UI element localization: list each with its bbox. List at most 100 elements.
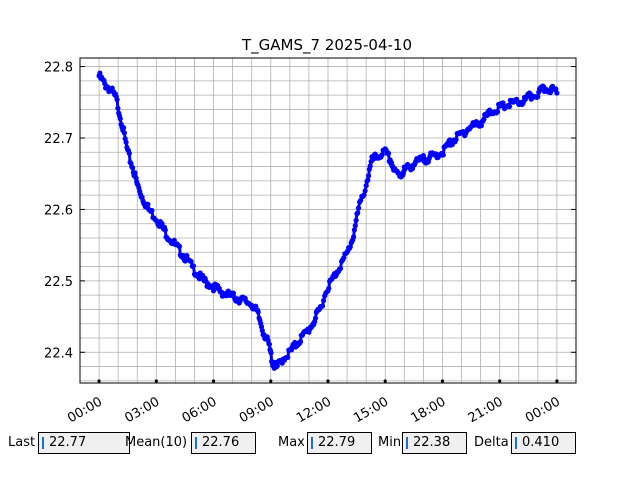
data-point bbox=[114, 96, 120, 103]
x-tick-label: 21:00 bbox=[466, 394, 506, 426]
data-point bbox=[358, 197, 364, 203]
data-point bbox=[130, 165, 136, 171]
text-cursor-icon bbox=[42, 437, 44, 449]
max-value: 22.79 bbox=[318, 435, 356, 450]
data-point bbox=[97, 70, 103, 76]
data-point bbox=[337, 265, 344, 272]
data-point bbox=[547, 90, 554, 96]
x-tick-label: 09:00 bbox=[237, 394, 277, 426]
delta-value-field[interactable]: 0.410 bbox=[511, 432, 576, 454]
data-point bbox=[230, 290, 236, 296]
data-point bbox=[126, 150, 132, 156]
last-label: Last bbox=[8, 435, 36, 450]
data-point bbox=[266, 341, 272, 347]
text-cursor-icon bbox=[311, 437, 313, 449]
x-tick bbox=[440, 379, 445, 383]
data-point bbox=[355, 205, 362, 211]
x-tick-label: 15:00 bbox=[351, 394, 391, 426]
data-point bbox=[162, 227, 168, 233]
data-point bbox=[494, 109, 501, 115]
x-tick-label: 00:00 bbox=[65, 394, 105, 426]
y-tick-label: 22.6 bbox=[44, 203, 73, 218]
data-point bbox=[379, 152, 385, 158]
data-point bbox=[132, 170, 138, 176]
data-point bbox=[481, 116, 487, 122]
data-point bbox=[184, 253, 190, 259]
min-value: 22.38 bbox=[413, 435, 451, 450]
chart: T_GAMS_7 2025-04-10 22.4 22.5 22.6 22.7 22.8… bbox=[44, 36, 577, 426]
data-point bbox=[285, 354, 291, 360]
data-point bbox=[268, 350, 274, 356]
data-point bbox=[319, 303, 326, 309]
x-tick bbox=[97, 379, 101, 383]
y-tick-label: 22.7 bbox=[44, 132, 73, 147]
data-point bbox=[321, 297, 327, 304]
y-tick-label: 22.5 bbox=[44, 275, 73, 290]
chart-title: T_GAMS_7 2025-04-10 bbox=[241, 36, 412, 55]
x-tick bbox=[555, 379, 559, 383]
data-point bbox=[478, 123, 484, 129]
x-tick bbox=[154, 379, 158, 383]
y-tick-label: 22.4 bbox=[44, 346, 73, 361]
x-tick-label: 00:00 bbox=[523, 394, 563, 426]
data-point bbox=[440, 152, 446, 158]
delta-value: 0.410 bbox=[522, 435, 560, 450]
y-tick-label: 22.8 bbox=[44, 61, 73, 76]
data-point bbox=[535, 94, 541, 100]
data-point bbox=[361, 192, 367, 198]
data-point bbox=[341, 255, 347, 261]
data-point bbox=[123, 139, 129, 145]
data-point bbox=[554, 90, 560, 96]
data-point bbox=[149, 207, 155, 214]
x-tick-label: 03:00 bbox=[122, 394, 162, 426]
last-value: 22.77 bbox=[49, 435, 87, 450]
data-point bbox=[117, 116, 123, 122]
x-tick bbox=[326, 379, 330, 383]
text-cursor-icon bbox=[515, 437, 517, 449]
max-label: Max bbox=[278, 435, 305, 450]
data-point bbox=[176, 243, 183, 249]
min-label: Min bbox=[378, 435, 402, 450]
data-point bbox=[352, 223, 358, 229]
data-point bbox=[506, 103, 513, 110]
max-value-field[interactable]: 22.79 bbox=[307, 432, 372, 454]
x-tick bbox=[383, 379, 387, 383]
x-tick bbox=[498, 379, 502, 383]
data-point bbox=[351, 227, 357, 233]
mean-value-field[interactable]: 22.76 bbox=[191, 432, 256, 454]
delta-label: Delta bbox=[474, 435, 509, 450]
data-series bbox=[96, 70, 560, 371]
data-point bbox=[362, 188, 368, 194]
data-point bbox=[385, 150, 392, 156]
data-point bbox=[353, 217, 359, 223]
mean-label: Mean(10) bbox=[125, 435, 188, 450]
data-point bbox=[553, 86, 559, 92]
data-point bbox=[453, 137, 459, 143]
data-point bbox=[351, 234, 357, 240]
data-point bbox=[188, 258, 194, 265]
x-tick-label: 12:00 bbox=[294, 394, 334, 426]
text-cursor-icon bbox=[406, 437, 408, 449]
min-value-field[interactable]: 22.38 bbox=[402, 432, 467, 454]
data-point bbox=[366, 173, 372, 179]
data-point bbox=[145, 201, 151, 207]
data-point bbox=[326, 285, 332, 291]
data-point bbox=[190, 263, 196, 269]
x-tick-label: 06:00 bbox=[180, 394, 220, 426]
data-point bbox=[312, 315, 319, 321]
data-point bbox=[115, 105, 121, 111]
data-point bbox=[255, 309, 261, 315]
data-point bbox=[121, 130, 127, 136]
data-point bbox=[347, 244, 353, 250]
last-value-field[interactable]: 22.77 bbox=[38, 432, 130, 454]
data-point bbox=[355, 210, 361, 216]
data-point bbox=[363, 183, 369, 189]
mean-value: 22.76 bbox=[202, 435, 240, 450]
plot-frame bbox=[79, 57, 577, 384]
data-point bbox=[367, 163, 373, 169]
x-tick bbox=[269, 379, 273, 383]
data-point bbox=[259, 328, 265, 334]
data-point bbox=[121, 125, 127, 131]
data-point bbox=[297, 339, 304, 345]
x-tick bbox=[211, 379, 216, 383]
